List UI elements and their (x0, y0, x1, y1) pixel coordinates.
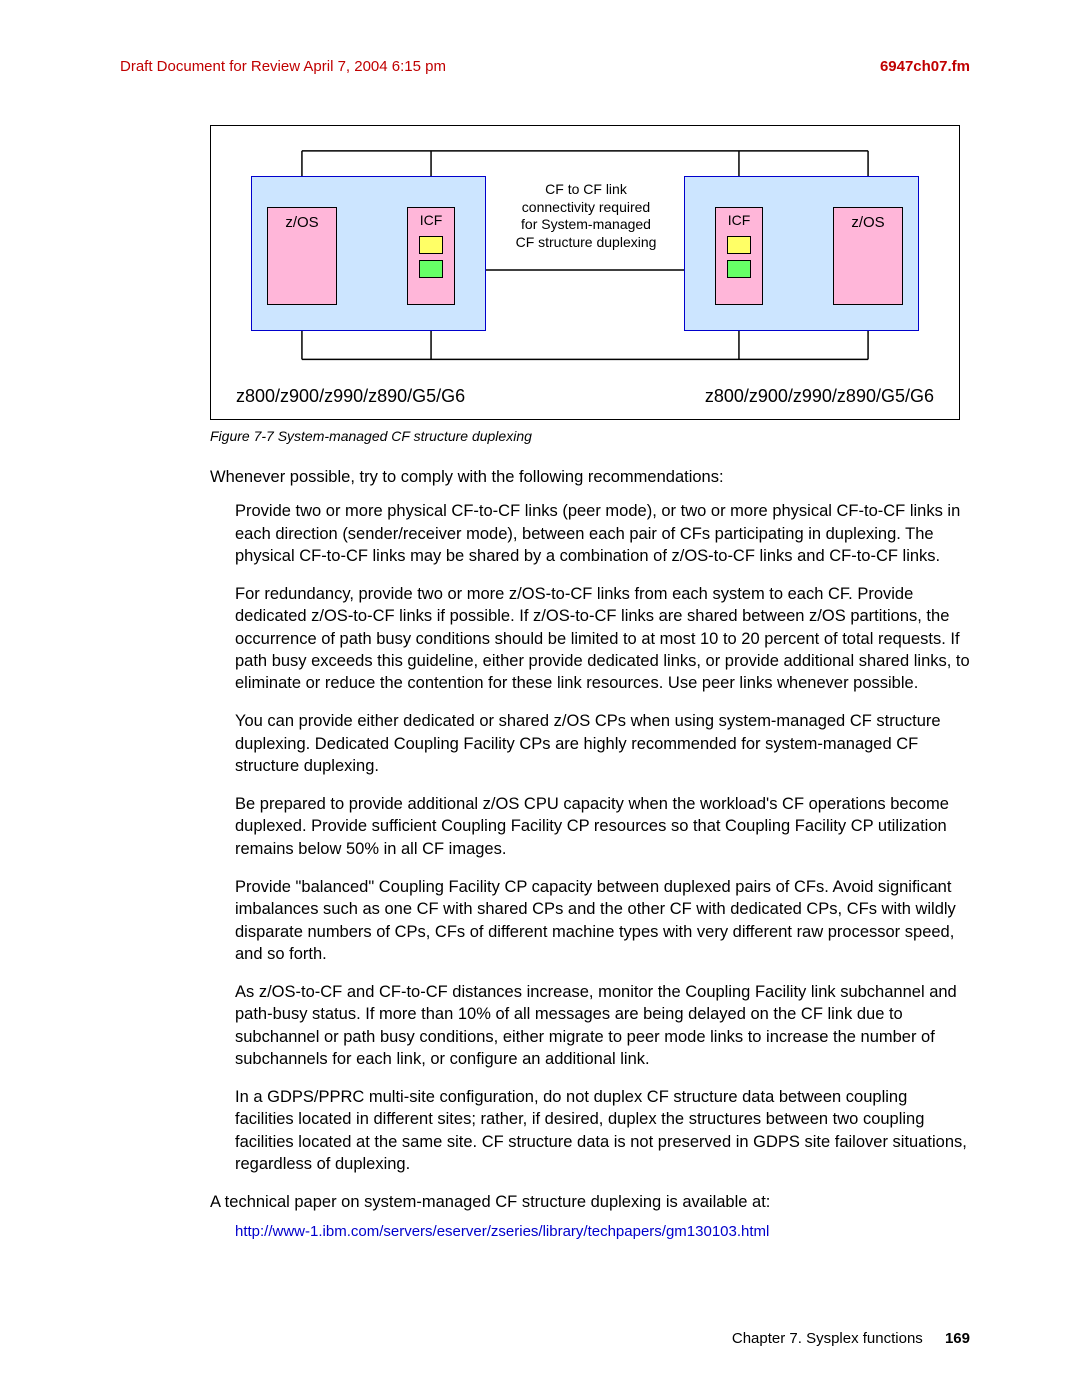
icf-label: ICF (728, 212, 751, 228)
outro-line: A technical paper on system-managed CF s… (210, 1191, 970, 1213)
file-name: 6947ch07.fm (880, 58, 970, 75)
structure-green (727, 260, 751, 278)
recommendation: Be prepared to provide additional z/OS C… (235, 793, 970, 860)
mid-line: CF to CF link (496, 181, 676, 199)
figure-caption: Figure 7-7 System-managed CF structure d… (210, 428, 970, 444)
page-number: 169 (945, 1330, 970, 1347)
mid-line: CF structure duplexing (496, 234, 676, 252)
mid-line: for System-managed (496, 216, 676, 234)
icf-box-left: ICF (407, 207, 455, 305)
chapter-label: Chapter 7. Sysplex functions (732, 1330, 923, 1347)
sys-label-right: z800/z900/z990/z890/G5/G6 (705, 386, 934, 407)
zos-box-left: z/OS (267, 207, 337, 305)
recommendation: Provide "balanced" Coupling Facility CP … (235, 876, 970, 965)
structure-green (419, 260, 443, 278)
recommendation: Provide two or more physical CF-to-CF li… (235, 500, 970, 567)
recommendation: As z/OS-to-CF and CF-to-CF distances inc… (235, 981, 970, 1070)
structure-yellow (727, 236, 751, 254)
body-content: Whenever possible, try to comply with th… (210, 466, 970, 1213)
subsystem-left: z/OS ICF (251, 176, 486, 331)
structure-yellow (419, 236, 443, 254)
icf-label: ICF (420, 212, 443, 228)
tech-paper-link[interactable]: http://www-1.ibm.com/servers/eserver/zse… (235, 1223, 970, 1240)
icf-box-right: ICF (715, 207, 763, 305)
mid-line: connectivity required (496, 199, 676, 217)
draft-notice: Draft Document for Review April 7, 2004 … (120, 58, 446, 75)
figure-diagram: z/OS ICF CF to CF link connectivity requ… (210, 125, 960, 420)
recommendation: For redundancy, provide two or more z/OS… (235, 583, 970, 694)
page-footer: Chapter 7. Sysplex functions 169 (732, 1330, 970, 1347)
page-header: Draft Document for Review April 7, 2004 … (120, 58, 970, 75)
intro-line: Whenever possible, try to comply with th… (210, 466, 970, 488)
zos-box-right: z/OS (833, 207, 903, 305)
recommendation: In a GDPS/PPRC multi-site configuration,… (235, 1086, 970, 1175)
mid-annotation: CF to CF link connectivity required for … (496, 181, 676, 251)
document-page: Draft Document for Review April 7, 2004 … (0, 0, 1080, 1290)
recommendation: You can provide either dedicated or shar… (235, 710, 970, 777)
subsystem-right: ICF z/OS (684, 176, 919, 331)
sys-label-left: z800/z900/z990/z890/G5/G6 (236, 386, 465, 407)
